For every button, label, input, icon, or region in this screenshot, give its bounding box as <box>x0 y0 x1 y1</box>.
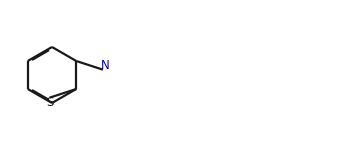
Text: S: S <box>46 96 53 109</box>
Text: N: N <box>101 59 109 72</box>
